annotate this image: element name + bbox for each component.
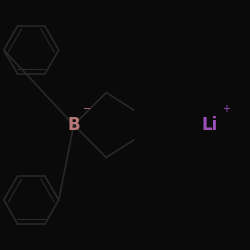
Text: Li: Li (202, 116, 218, 134)
Text: +: + (222, 104, 230, 114)
Text: B: B (68, 116, 80, 134)
Text: −: − (84, 104, 92, 114)
